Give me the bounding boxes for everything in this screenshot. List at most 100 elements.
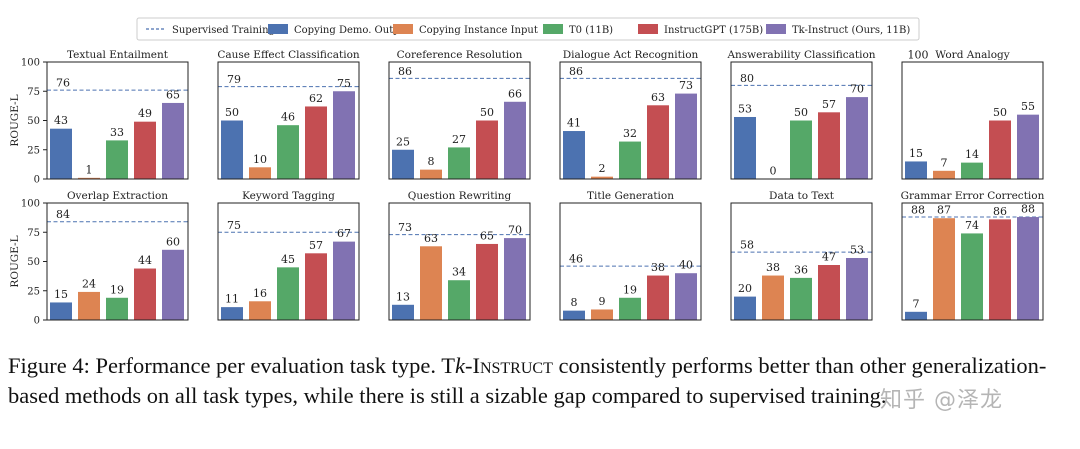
bar-copying-demo-output — [563, 131, 585, 179]
bar-value-label: 38 — [651, 261, 665, 274]
bar-t0-11b — [961, 233, 983, 320]
bar-instructgpt-175b — [647, 275, 669, 320]
subplot-frame — [217, 202, 360, 321]
bar-t0-11b — [619, 297, 641, 320]
bar-tk-instruct-ours-11b — [846, 97, 868, 179]
bar-value-label: 20 — [738, 282, 752, 295]
supervised-label: 86 — [569, 65, 583, 78]
bar-value-label: 43 — [54, 114, 68, 127]
y-axis-label: ROUGE-L — [9, 235, 21, 287]
bar-t0-11b — [619, 141, 641, 179]
y-tick-label: 0 — [34, 175, 40, 186]
bar-value-label: 60 — [166, 235, 180, 248]
bar-copying-instance-input — [78, 291, 100, 320]
bar-t0-11b — [448, 147, 470, 179]
bar-tk-instruct-ours-11b — [162, 102, 184, 179]
bar-value-label: 53 — [738, 102, 752, 115]
legend-frame — [136, 17, 920, 41]
bar-value-label: 47 — [822, 251, 836, 264]
bar-value-label: 25 — [396, 135, 410, 148]
supervised-label: 86 — [398, 65, 412, 78]
legend-swatch-copying-demo-output — [268, 24, 288, 34]
bar-copying-instance-input — [249, 167, 271, 179]
bar-value-label: 36 — [794, 263, 808, 276]
bar-copying-instance-input — [420, 246, 442, 320]
bar-value-label: 50 — [794, 106, 808, 119]
y-tick-label: 100 — [21, 58, 40, 69]
legend-swatch-instructgpt-175b — [638, 24, 658, 34]
bar-value-label: 14 — [965, 148, 979, 161]
subplot-data-to-text: Data to Text 58 20 38 36 47 53 — [730, 190, 873, 321]
supervised-label: 100 — [908, 49, 929, 62]
bar-value-label: 27 — [452, 133, 466, 146]
bar-value-label: 67 — [337, 227, 351, 240]
subplot-title: Textual Entailment — [67, 49, 169, 61]
bar-value-label: 8 — [428, 155, 435, 168]
bar-value-label: 46 — [281, 111, 295, 124]
caption-line1-rest: consistently performs better than other … — [552, 353, 1047, 378]
bar-copying-demo-output — [734, 116, 756, 179]
bar-copying-demo-output — [905, 161, 927, 179]
bar-tk-instruct-ours-11b — [504, 238, 526, 320]
figure-panel-grid: Supervised Training Copying Demo. Output C… — [9, 17, 1045, 327]
bar-copying-instance-input — [933, 218, 955, 320]
subplot-frame — [730, 61, 873, 180]
bar-value-label: 53 — [850, 243, 864, 256]
subplot-frame — [730, 202, 873, 321]
subplot-title: Dialogue Act Recognition — [563, 49, 699, 61]
legend-label-instructgpt-175b: InstructGPT (175B) — [664, 25, 763, 36]
supervised-label: 80 — [740, 72, 754, 85]
bar-value-label: 2 — [599, 162, 606, 175]
bar-tk-instruct-ours-11b — [333, 241, 355, 320]
bar-tk-instruct-ours-11b — [675, 273, 697, 320]
y-tick-label: 25 — [27, 286, 40, 297]
bar-value-label: 38 — [766, 261, 780, 274]
legend-label-t0-11b: T0 (11B) — [569, 25, 613, 36]
y-axis-label: ROUGE-L — [9, 94, 21, 146]
bar-instructgpt-175b — [989, 120, 1011, 179]
supervised-label: 84 — [56, 208, 70, 221]
legend-label-copying-instance-input: Copying Instance Input — [419, 25, 538, 36]
bar-value-label: 50 — [225, 106, 239, 119]
subplots: Textual Entailment764313349650255075100R… — [9, 49, 1045, 327]
subplot-title: Coreference Resolution — [397, 49, 523, 61]
bar-instructgpt-175b — [818, 112, 840, 179]
subplot-frame — [388, 202, 531, 321]
bar-t0-11b — [961, 162, 983, 179]
subplot-cause-effect-classification: Cause Effect Classification 79 50 10 46 62 75 — [217, 49, 360, 180]
subplot-frame — [559, 61, 702, 180]
y-tick-label: 50 — [27, 257, 40, 268]
bar-instructgpt-175b — [989, 219, 1011, 320]
bar-copying-demo-output — [50, 128, 72, 179]
supervised-label: 46 — [569, 253, 583, 266]
bar-value-label: 50 — [993, 106, 1007, 119]
bar-value-label: 10 — [253, 153, 267, 166]
bar-copying-instance-input — [420, 169, 442, 179]
bar-copying-instance-input — [591, 309, 613, 320]
subplot-frame — [559, 202, 702, 321]
subplot-title: Word Analogy — [935, 49, 1009, 61]
subplot-frame — [901, 61, 1044, 180]
bar-value-label: 0 — [770, 165, 777, 178]
bar-t0-11b — [790, 277, 812, 320]
subplot-overlap-extraction: Overlap Extraction 84 15 24 19 44 60 0 25 50 75 100… — [9, 190, 189, 327]
bar-value-label: 50 — [480, 106, 494, 119]
bar-value-label: 86 — [993, 205, 1007, 218]
bar-copying-instance-input — [249, 301, 271, 320]
bar-t0-11b — [277, 125, 299, 179]
bar-instructgpt-175b — [647, 105, 669, 179]
subplot-textual-entailment: Textual Entailment 76 43 1 33 49 65 0 25 50 75 100 R… — [9, 49, 189, 186]
subplot-title: Question Rewriting — [408, 190, 512, 202]
bar-copying-demo-output — [734, 296, 756, 320]
subplot-word-analogy: Word Analogy 100 15 7 14 50 55 — [901, 49, 1044, 180]
bar-value-label: 16 — [253, 287, 267, 300]
bar-value-label: 65 — [480, 229, 494, 242]
bar-tk-instruct-ours-11b — [1017, 114, 1039, 179]
bar-copying-demo-output — [50, 302, 72, 320]
bar-value-label: 1 — [86, 163, 93, 176]
bar-value-label: 41 — [567, 117, 581, 130]
y-tick-label: 25 — [27, 145, 40, 156]
subplot-title: Title Generation — [587, 190, 674, 202]
bar-tk-instruct-ours-11b — [333, 91, 355, 179]
bar-copying-demo-output — [563, 310, 585, 320]
